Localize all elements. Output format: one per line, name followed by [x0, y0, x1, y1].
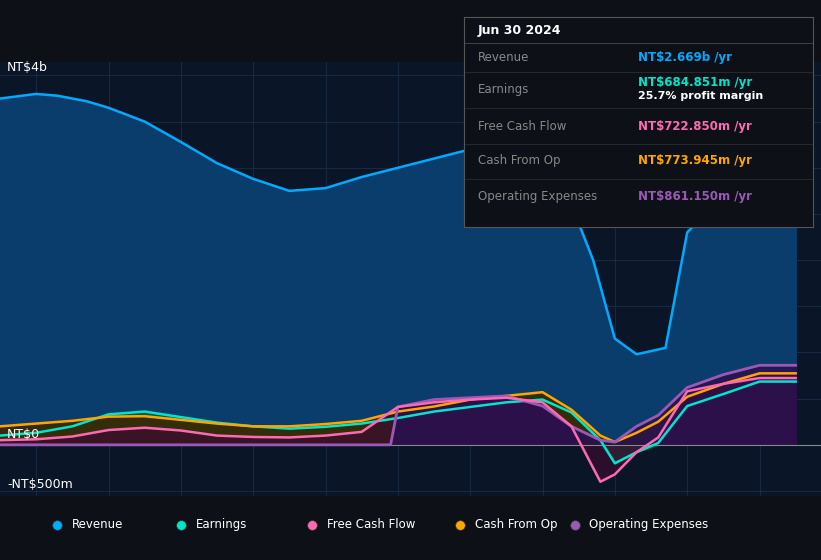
Text: NT$684.851m /yr: NT$684.851m /yr: [639, 77, 753, 90]
Text: Jun 30 2024: Jun 30 2024: [478, 24, 562, 37]
Text: Cash From Op: Cash From Op: [478, 154, 560, 167]
Text: 25.7% profit margin: 25.7% profit margin: [639, 91, 764, 101]
Text: NT$722.850m /yr: NT$722.850m /yr: [639, 119, 752, 133]
Text: NT$773.945m /yr: NT$773.945m /yr: [639, 154, 752, 167]
Text: -NT$500m: -NT$500m: [7, 478, 73, 491]
Text: NT$4b: NT$4b: [7, 60, 48, 73]
Text: NT$0: NT$0: [7, 428, 40, 441]
Text: Operating Expenses: Operating Expenses: [478, 190, 597, 203]
Text: Cash From Op: Cash From Op: [475, 518, 557, 531]
Text: Free Cash Flow: Free Cash Flow: [478, 119, 566, 133]
Text: Earnings: Earnings: [195, 518, 247, 531]
Text: Free Cash Flow: Free Cash Flow: [327, 518, 415, 531]
Text: Operating Expenses: Operating Expenses: [589, 518, 709, 531]
Text: Revenue: Revenue: [478, 52, 530, 64]
Text: Revenue: Revenue: [72, 518, 124, 531]
Text: Earnings: Earnings: [478, 83, 530, 96]
Text: NT$861.150m /yr: NT$861.150m /yr: [639, 190, 752, 203]
Text: NT$2.669b /yr: NT$2.669b /yr: [639, 52, 732, 64]
